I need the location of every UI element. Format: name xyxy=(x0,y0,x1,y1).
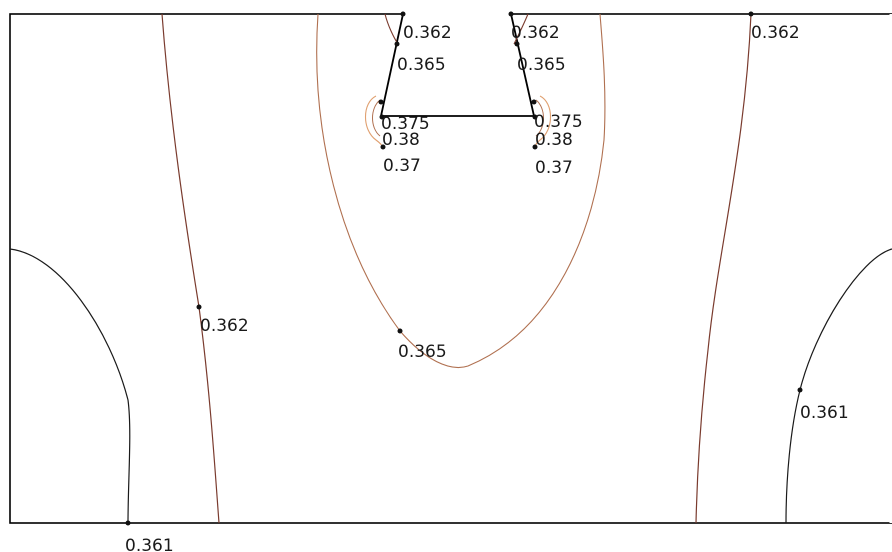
contour-0362-left xyxy=(161,13,220,524)
marker-center-0365 xyxy=(397,328,403,334)
label-mid-left-0362: 0.362 xyxy=(200,316,249,336)
notch-geometry xyxy=(380,13,535,117)
contour-0361-right xyxy=(785,248,892,524)
label-right-0375: 0.375 xyxy=(534,112,583,132)
contour-0365-oval xyxy=(316,13,606,368)
contour-0362-notch-left xyxy=(384,13,399,45)
marker-top-mid-0362 xyxy=(508,11,514,17)
marker-top-right-0362 xyxy=(748,11,754,17)
label-center-0365: 0.365 xyxy=(398,342,447,362)
label-top-right-0362: 0.362 xyxy=(751,23,800,43)
marker-right-037 xyxy=(532,144,538,150)
label-left-037: 0.37 xyxy=(383,156,421,176)
marker-left-038 xyxy=(379,114,385,120)
notch-left-wall xyxy=(380,13,404,117)
marker-left-0375 xyxy=(378,99,384,105)
label-right-0365: 0.365 xyxy=(517,55,566,75)
marker-right-0361 xyxy=(797,387,803,393)
marker-right-038 xyxy=(532,114,538,120)
marker-bottom-0361 xyxy=(125,520,131,526)
label-right-038: 0.38 xyxy=(535,130,573,150)
contour-0361-left xyxy=(9,248,131,524)
label-left-0365: 0.365 xyxy=(397,55,446,75)
marker-right-0375 xyxy=(531,99,537,105)
marker-mid-left-0362 xyxy=(196,304,202,310)
label-right-0361: 0.361 xyxy=(800,403,849,423)
marker-left-037 xyxy=(380,144,386,150)
label-top-left-0362: 0.362 xyxy=(403,23,452,43)
label-markers xyxy=(125,11,803,526)
domain-boundary xyxy=(9,13,892,524)
marker-top-left-0362 xyxy=(400,11,406,17)
contour-0362-notch-right xyxy=(513,13,529,45)
label-right-037: 0.37 xyxy=(535,158,573,178)
label-bottom-0361: 0.361 xyxy=(125,536,174,552)
notch-right-wall xyxy=(510,13,535,117)
label-left-038: 0.38 xyxy=(382,130,420,150)
contour-labels: 0.362 0.362 0.362 0.365 0.365 0.375 0.37… xyxy=(125,23,849,552)
contour-0362-right xyxy=(695,13,752,524)
marker-right-0365 xyxy=(514,41,520,47)
marker-left-0365 xyxy=(394,41,400,47)
label-top-mid-0362: 0.362 xyxy=(511,23,560,43)
label-left-0375: 0.375 xyxy=(381,114,430,134)
